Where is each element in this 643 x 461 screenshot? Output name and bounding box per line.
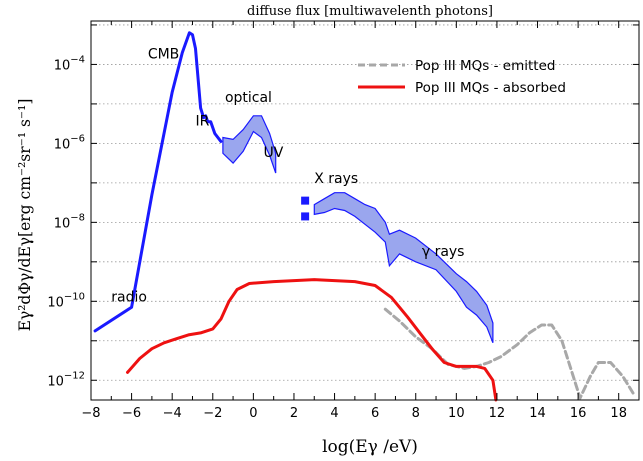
- x-tick-label: 10: [448, 406, 465, 421]
- series-observed-line: [93, 31, 223, 333]
- x-tick-label: 4: [330, 406, 338, 421]
- data-square: [301, 196, 310, 205]
- x-tick-label: 6: [371, 406, 379, 421]
- shaded-bands: [222, 115, 494, 344]
- x-tick-label: 2: [290, 406, 298, 421]
- y-tick-label: 10−6: [54, 133, 85, 152]
- x-tick-label: −2: [203, 406, 222, 421]
- x-tick-label: 18: [610, 406, 627, 421]
- axis-ticks: [90, 21, 640, 400]
- y-tick-labels: 10−4 10−6 10−8 10−10 10−12: [47, 54, 85, 389]
- series-emitted-line: [383, 307, 637, 400]
- y-tick-label: 10−8: [54, 212, 85, 231]
- annotation-label: UV: [264, 145, 284, 161]
- plot-frame: [90, 20, 640, 401]
- annotation-label: X rays: [314, 171, 358, 187]
- x-tick-label: 0: [249, 406, 257, 421]
- x-tick-labels: −8 −6 −4 −2 0 2 4 6 8 10 12 14 16 18: [81, 406, 627, 421]
- grid: [91, 24, 639, 381]
- band-optical-uv: [222, 115, 277, 174]
- annotation-label: γ rays: [422, 244, 465, 260]
- y-axis-label: Eγ²dΦγ/dEγ[erg cm⁻²sr⁻¹ s⁻¹]: [16, 99, 34, 332]
- annotation-label: IR: [196, 114, 210, 130]
- y-tick-label: 10−12: [47, 370, 85, 389]
- series-lines: [93, 31, 637, 402]
- annotations: CMB IR optical UV X rays γ rays radio: [111, 47, 464, 306]
- x-tick-label: −6: [122, 406, 141, 421]
- x-tick-label: 8: [412, 406, 420, 421]
- legend: Pop III MQs - emitted Pop III MQs - absor…: [358, 58, 566, 96]
- legend-label: Pop III MQs - emitted: [415, 58, 555, 74]
- x-tick-label: 16: [570, 406, 587, 421]
- series-absorbed-line: [126, 278, 498, 402]
- x-tick-label: 12: [489, 406, 506, 421]
- data-square: [301, 212, 310, 221]
- annotation-label: CMB: [148, 47, 179, 63]
- y-tick-label: 10−10: [47, 291, 85, 310]
- legend-label: Pop III MQs - absorbed: [415, 80, 566, 96]
- x-axis-label: log(Eγ /eV): [322, 437, 418, 457]
- annotation-label: optical: [225, 90, 272, 106]
- data-squares: [301, 196, 310, 221]
- chart-title: diffuse flux [multiwavelenth photons]: [247, 4, 493, 19]
- x-tick-label: −4: [163, 406, 182, 421]
- annotation-label: radio: [111, 289, 147, 305]
- x-tick-label: 14: [529, 406, 546, 421]
- y-tick-label: 10−4: [54, 54, 85, 73]
- x-tick-label: −8: [81, 406, 100, 421]
- band-x-ray-γ-ray: [313, 192, 494, 344]
